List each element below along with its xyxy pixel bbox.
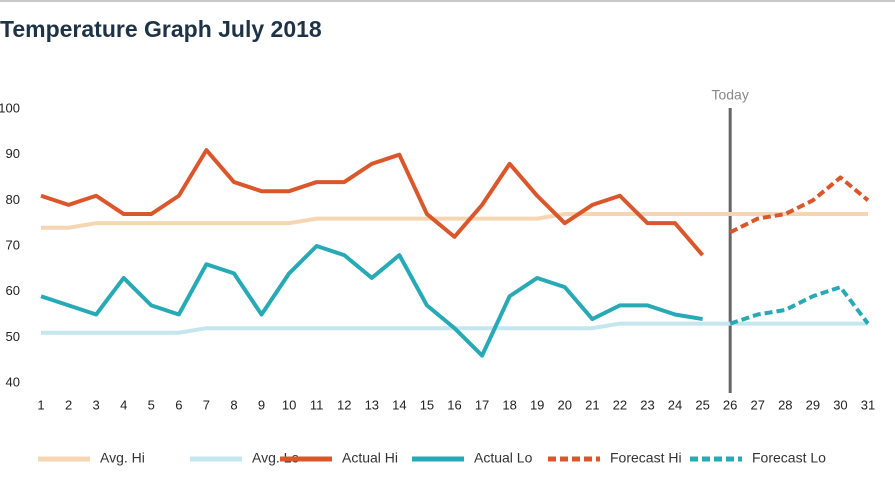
x-tick-label: 17	[475, 397, 489, 412]
series-line	[41, 212, 868, 230]
x-tick-label: 13	[365, 397, 379, 412]
x-tick-label: 25	[695, 397, 709, 412]
legend-label: Avg. Hi	[100, 450, 145, 466]
y-tick-label: 90	[6, 146, 20, 161]
legend-label: Actual Hi	[342, 450, 398, 466]
y-tick-label: 50	[6, 329, 20, 344]
annotation: Today	[711, 87, 748, 103]
y-tick-label: 70	[6, 237, 20, 252]
x-tick-label: 7	[203, 397, 210, 412]
legend-label: Actual Lo	[474, 450, 533, 466]
x-tick-label: 6	[175, 397, 182, 412]
y-tick-label: 100	[0, 100, 20, 115]
legend-label: Forecast Lo	[752, 450, 826, 466]
x-tick-label: 3	[93, 397, 100, 412]
x-tick-label: 24	[668, 397, 682, 412]
x-tick-label: 9	[258, 397, 265, 412]
x-tick-label: 16	[447, 397, 461, 412]
x-tick-label: 15	[420, 397, 434, 412]
y-tick-label: 80	[6, 192, 20, 207]
x-tick-label: 30	[833, 397, 847, 412]
series-line	[729, 175, 870, 235]
x-tick-label: 11	[310, 397, 324, 412]
y-tick-label: 40	[6, 374, 20, 389]
x-tick-label: 26	[723, 397, 737, 412]
series-line	[729, 285, 870, 326]
x-tick-label: 20	[558, 397, 572, 412]
legend-label: Avg. Lo	[252, 450, 299, 466]
x-tick-label: 12	[337, 397, 351, 412]
x-tick-label: 28	[778, 397, 792, 412]
chart-title: Temperature Graph July 2018	[0, 16, 322, 42]
x-tick-label: 19	[530, 397, 544, 412]
x-tick-label: 4	[120, 397, 127, 412]
y-tick-label: 60	[6, 283, 20, 298]
x-tick-label: 10	[282, 397, 296, 412]
x-tick-label: 23	[640, 397, 654, 412]
x-tick-label: 18	[502, 397, 516, 412]
x-tick-label: 29	[806, 397, 820, 412]
x-tick-label: 27	[750, 397, 764, 412]
x-tick-label: 21	[585, 397, 599, 412]
series-line	[40, 244, 703, 358]
legend-label: Forecast Hi	[610, 450, 682, 466]
x-tick-label: 5	[148, 397, 155, 412]
x-tick-label: 14	[392, 397, 406, 412]
series-line	[40, 148, 705, 257]
x-tick-label: 22	[613, 397, 627, 412]
x-tick-label: 31	[861, 397, 875, 412]
x-tick-label: 2	[65, 397, 72, 412]
x-tick-label: 8	[230, 397, 237, 412]
x-tick-label: 1	[37, 397, 44, 412]
